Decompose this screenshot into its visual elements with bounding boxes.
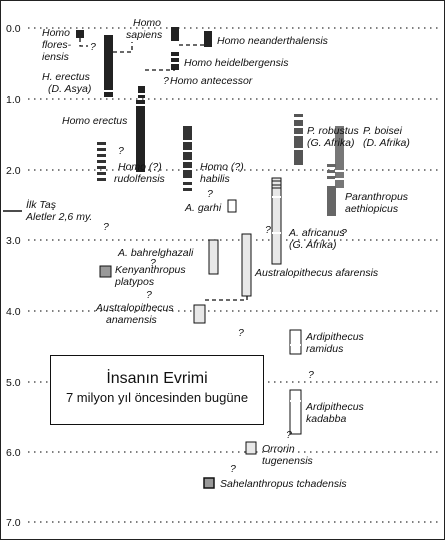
bar-garhi	[227, 199, 237, 213]
label-ramidus-2: ramidus	[306, 343, 344, 355]
bar-erectus	[136, 100, 145, 172]
bar-kenyanthropus	[99, 265, 112, 278]
label-afarensis: Australopithecus afarensis	[254, 267, 379, 279]
bar-robustus-dashes	[294, 114, 303, 117]
label-sapiens-1: Homo	[133, 17, 161, 29]
question-mark: ?	[230, 463, 236, 475]
label-antecessor: Homo antecessor	[170, 75, 253, 87]
label-erectus: Homo erectus	[62, 115, 128, 127]
bar-bahrelghazali	[208, 239, 219, 275]
question-mark: ?	[118, 145, 124, 157]
question-mark: ?	[308, 369, 314, 381]
label-erectus-asia-1: H. erectus	[42, 71, 91, 83]
label-africanus-2: (G. Afrika)	[289, 239, 336, 251]
bar-rudolfensis	[97, 142, 106, 181]
bar-floresiensis	[76, 30, 84, 38]
label-erectus-asia-2: (D. Asya)	[48, 83, 91, 95]
tick-label-2: 2.0	[6, 165, 21, 177]
tick-label-4: 4.0	[6, 306, 21, 318]
label-boisei-2: (D. Afrika)	[363, 137, 410, 149]
question-mark: ?	[146, 289, 152, 301]
connector-anamensis-afarensis	[205, 296, 248, 301]
stone-tools-label-1: İlk Taş	[26, 199, 57, 211]
question-mark: ?	[341, 227, 347, 239]
question-mark: ?	[265, 224, 271, 236]
bar-erectus-asia	[104, 35, 113, 97]
tick-label-1: 1.0	[6, 94, 21, 106]
tick-label-7: 7.0	[6, 517, 21, 529]
diagram-title: İnsanın Evrimi	[106, 370, 208, 387]
bar-robustus	[294, 120, 303, 165]
tick-label-0: 0.0	[6, 23, 21, 35]
label-floresiensis-3: iensis	[42, 51, 70, 63]
label-floresiensis-2: flores-	[42, 39, 72, 51]
label-habilis-1: Homo (?)	[200, 161, 244, 173]
label-ramidus-1: Ardipithecus	[305, 331, 365, 343]
connector-floresiensis	[79, 38, 88, 47]
connector-erectus-asia	[113, 42, 133, 53]
label-sahelanthropus: Sahelanthropus tchadensis	[220, 478, 347, 490]
bar-afarensis	[241, 233, 252, 297]
bar-dash-caps	[271, 177, 282, 189]
label-garhi: A. garhi	[184, 202, 222, 214]
question-marks: ? ? ? ? ? ? ? ? ? ? ? ? ?	[90, 41, 347, 475]
label-aethiopicus-1: Paranthropus	[345, 191, 409, 203]
label-orrorin-2: tugenensis	[262, 455, 314, 467]
label-kadabba-2: kadabba	[306, 413, 346, 425]
title-box: İnsanın Evrimi 7 milyon yıl öncesinden b…	[50, 355, 264, 425]
label-neanderthalensis: Homo neanderthalensis	[217, 35, 329, 47]
label-kenyanthropus-1: Kenyanthropus	[115, 264, 186, 276]
label-kenyanthropus-2: platypos	[114, 276, 155, 288]
bar-gap-bands	[104, 56, 344, 402]
bar-ramidus	[289, 329, 302, 355]
label-rudolfensis-2: rudolfensis	[114, 173, 166, 185]
connectors	[79, 38, 248, 301]
bar-anamensis	[193, 304, 206, 324]
label-anamensis-1: Australopithecus	[95, 302, 174, 314]
question-mark: ?	[163, 75, 169, 87]
label-heidelbergensis: Homo heidelbergensis	[184, 57, 289, 69]
label-aethiopicus-2: aethiopicus	[345, 203, 399, 215]
label-kadabba-1: Ardipithecus	[305, 401, 365, 413]
tick-label-3: 3.0	[6, 235, 21, 247]
label-anamensis-2: anamensis	[106, 314, 158, 326]
label-bahrelghazali: A. bahrelghazali	[117, 247, 194, 259]
label-rudolfensis-1: Homo (?)	[118, 161, 162, 173]
label-boisei-1: P. boisei	[363, 125, 403, 137]
question-mark: ?	[238, 327, 244, 339]
label-robustus-1: P. robustus	[307, 125, 360, 137]
label-sapiens-2: sapiens	[126, 29, 163, 41]
bar-orrorin	[245, 441, 257, 455]
label-floresiensis-1: Homo	[42, 27, 70, 39]
question-mark: ?	[207, 188, 213, 200]
bar-aethiopicus-dashes	[327, 164, 336, 179]
label-africanus-1: A. africanus	[288, 227, 345, 239]
label-orrorin-1: Orrorin	[262, 443, 295, 455]
bar-sapiens	[171, 27, 179, 41]
label-robustus-2: (G. Afrika)	[307, 137, 354, 149]
diagram-subtitle: 7 milyon yıl öncesinden bugüne	[65, 390, 249, 405]
question-mark: ?	[103, 221, 109, 233]
tick-label-6: 6.0	[6, 447, 21, 459]
bar-sahelanthropus	[203, 477, 215, 489]
bar-heidelbergensis	[171, 52, 179, 70]
tick-label-5: 5.0	[6, 377, 21, 389]
stone-tools-label-2: Aletler 2,6 my.	[25, 211, 92, 223]
question-mark: ?	[90, 41, 96, 53]
bar-aethiopicus	[327, 186, 336, 216]
bar-africanus	[271, 177, 282, 265]
label-habilis-2: habilis	[200, 173, 231, 185]
bar-habilis-dashes	[183, 182, 192, 191]
question-mark: ?	[286, 429, 292, 441]
bar-kadabba	[289, 389, 302, 435]
question-mark: ?	[150, 257, 156, 269]
bar-antecessor	[138, 86, 145, 98]
bar-neanderthalensis	[204, 31, 212, 47]
bar-boisei	[335, 126, 344, 188]
